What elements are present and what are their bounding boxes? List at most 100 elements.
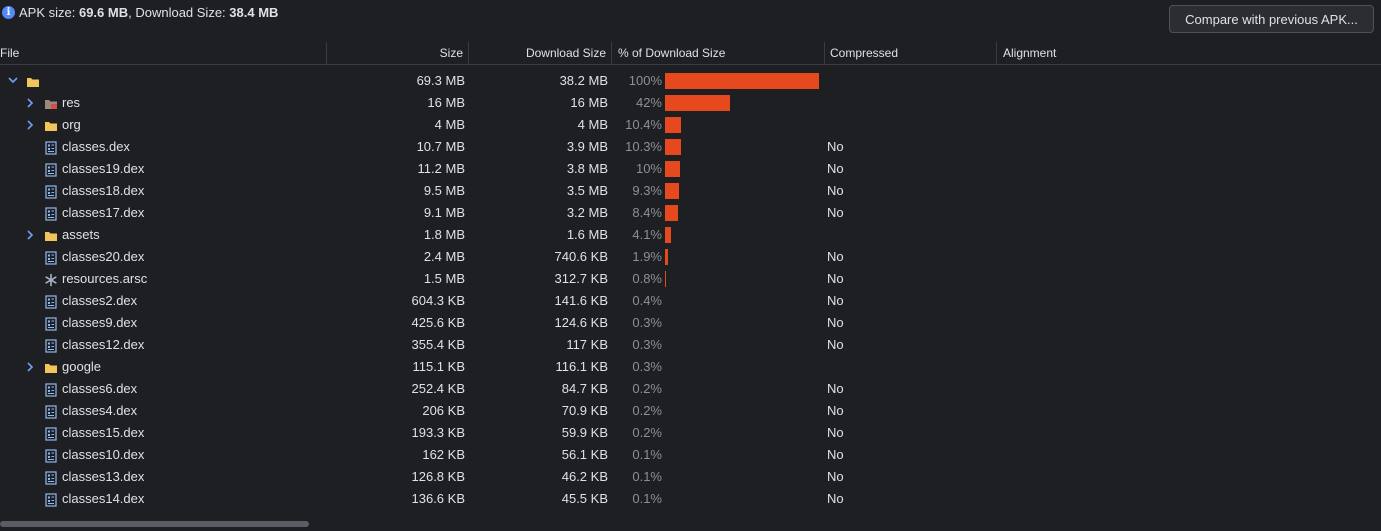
dex-file-icon [44, 492, 58, 507]
chevron-right-icon[interactable] [23, 224, 37, 246]
table-row[interactable]: classes.dex 10.7 MB 3.9 MB 10.3% No [0, 136, 1381, 158]
download-size-bar [665, 205, 678, 221]
column-header-file[interactable]: File [0, 46, 20, 60]
size-cell: 604.3 KB [411, 293, 466, 308]
column-divider[interactable] [326, 42, 327, 64]
table-header: File Size Download Size % of Download Si… [0, 42, 1381, 65]
download-size-cell: 4 MB [577, 117, 608, 132]
compressed-cell: No [827, 469, 844, 484]
download-size-cell: 3.8 MB [566, 161, 608, 176]
table-row[interactable]: 69.3 MB 38.2 MB 100% [0, 70, 1381, 92]
compressed-cell: No [827, 381, 844, 396]
compressed-cell: No [827, 139, 844, 154]
compare-with-previous-apk-button[interactable]: Compare with previous APK... [1169, 5, 1374, 33]
table-row[interactable]: resources.arsc 1.5 MB 312.7 KB 0.8% No [0, 268, 1381, 290]
download-size-bar [665, 271, 666, 287]
table-row[interactable]: classes12.dex 355.4 KB 117 KB 0.3% No [0, 334, 1381, 356]
chevron-right-icon[interactable] [23, 92, 37, 114]
table-row[interactable]: classes15.dex 193.3 KB 59.9 KB 0.2% No [0, 422, 1381, 444]
download-size-cell: 3.5 MB [566, 183, 608, 198]
download-size-cell: 117 KB [566, 337, 608, 352]
table-row[interactable]: classes18.dex 9.5 MB 3.5 MB 9.3% No [0, 180, 1381, 202]
size-cell: 16 MB [427, 95, 465, 110]
download-size-cell: 70.9 KB [561, 403, 608, 418]
table-row[interactable]: classes10.dex 162 KB 56.1 KB 0.1% No [0, 444, 1381, 466]
file-name: assets [62, 227, 100, 242]
percent-cell: 0.3% [632, 337, 662, 352]
size-cell: 126.8 KB [411, 469, 466, 484]
table-row[interactable]: classes6.dex 252.4 KB 84.7 KB 0.2% No [0, 378, 1381, 400]
size-cell: 4 MB [434, 117, 465, 132]
table-row[interactable]: classes13.dex 126.8 KB 46.2 KB 0.1% No [0, 466, 1381, 488]
download-size-cell: 124.6 KB [554, 315, 609, 330]
file-name: classes9.dex [62, 315, 138, 330]
download-size-cell: 56.1 KB [561, 447, 608, 462]
size-cell: 9.5 MB [423, 183, 465, 198]
download-size-cell: 16 MB [570, 95, 608, 110]
download-size-cell: 740.6 KB [554, 249, 609, 264]
compressed-cell: No [827, 183, 844, 198]
column-divider[interactable] [824, 42, 825, 64]
compressed-cell: No [827, 161, 844, 176]
download-size-bar [665, 249, 668, 265]
file-name: classes19.dex [62, 161, 145, 176]
column-header-size[interactable]: Size [439, 46, 463, 60]
download-size-bar [665, 117, 681, 133]
table-row[interactable]: classes2.dex 604.3 KB 141.6 KB 0.4% No [0, 290, 1381, 312]
file-name: classes10.dex [62, 447, 145, 462]
dex-file-icon [44, 338, 58, 353]
download-size-value: 38.4 MB [229, 5, 279, 20]
table-row[interactable]: classes17.dex 9.1 MB 3.2 MB 8.4% No [0, 202, 1381, 224]
horizontal-scrollbar[interactable] [0, 521, 309, 527]
file-tree-table[interactable]: 69.3 MB 38.2 MB 100% res 16 MB 16 MB 42% org 4 M… [0, 70, 1381, 520]
size-cell: 162 KB [422, 447, 465, 462]
column-divider[interactable] [611, 42, 612, 64]
percent-cell: 1.9% [632, 249, 662, 264]
column-header-download-size[interactable]: Download Size [525, 46, 606, 60]
table-row[interactable]: classes14.dex 136.6 KB 45.5 KB 0.1% No [0, 488, 1381, 510]
dex-file-icon [44, 294, 58, 309]
apk-size-value: 69.6 MB [78, 5, 129, 20]
table-row[interactable]: classes19.dex 11.2 MB 3.8 MB 10% No [0, 158, 1381, 180]
column-header-percent[interactable]: % of Download Size [618, 46, 726, 60]
compressed-cell: No [827, 337, 844, 352]
file-name: google [62, 359, 102, 374]
compressed-cell: No [827, 447, 844, 462]
download-size-cell: 116.1 KB [555, 359, 608, 374]
size-cell: 136.6 KB [411, 491, 466, 506]
chevron-right-icon[interactable] [23, 114, 37, 136]
file-name: classes4.dex [62, 403, 138, 418]
table-row[interactable]: google 115.1 KB 116.1 KB 0.3% [0, 356, 1381, 378]
table-row[interactable]: org 4 MB 4 MB 10.4% [0, 114, 1381, 136]
column-header-alignment[interactable]: Alignment [1003, 46, 1057, 60]
chevron-down-icon[interactable] [5, 70, 19, 92]
percent-cell: 0.2% [632, 381, 662, 396]
dex-file-icon [44, 206, 58, 221]
compressed-cell: No [827, 403, 844, 418]
download-size-bar [665, 95, 730, 111]
table-row[interactable]: classes9.dex 425.6 KB 124.6 KB 0.3% No [0, 312, 1381, 334]
table-row[interactable]: classes20.dex 2.4 MB 740.6 KB 1.9% No [0, 246, 1381, 268]
table-row[interactable]: assets 1.8 MB 1.6 MB 4.1% [0, 224, 1381, 246]
dex-file-icon [44, 404, 58, 419]
percent-cell: 0.1% [632, 469, 662, 484]
table-row[interactable]: classes4.dex 206 KB 70.9 KB 0.2% No [0, 400, 1381, 422]
column-divider[interactable] [468, 42, 469, 64]
dex-file-icon [44, 162, 58, 177]
file-name: classes.dex [62, 139, 130, 154]
file-name: classes14.dex [62, 491, 145, 506]
column-divider[interactable] [996, 42, 997, 64]
column-header-compressed[interactable]: Compressed [830, 46, 899, 60]
folder-icon [26, 74, 40, 88]
file-name: classes6.dex [62, 381, 138, 396]
compressed-cell: No [827, 491, 844, 506]
percent-cell: 42% [635, 95, 662, 110]
percent-cell: 0.1% [632, 491, 662, 506]
size-cell: 425.6 KB [411, 315, 466, 330]
download-size-cell: 59.9 KB [561, 425, 608, 440]
chevron-right-icon[interactable] [23, 356, 37, 378]
download-size-cell: 45.5 KB [561, 491, 608, 506]
size-cell: 206 KB [422, 403, 465, 418]
compressed-cell: No [827, 315, 844, 330]
table-row[interactable]: res 16 MB 16 MB 42% [0, 92, 1381, 114]
